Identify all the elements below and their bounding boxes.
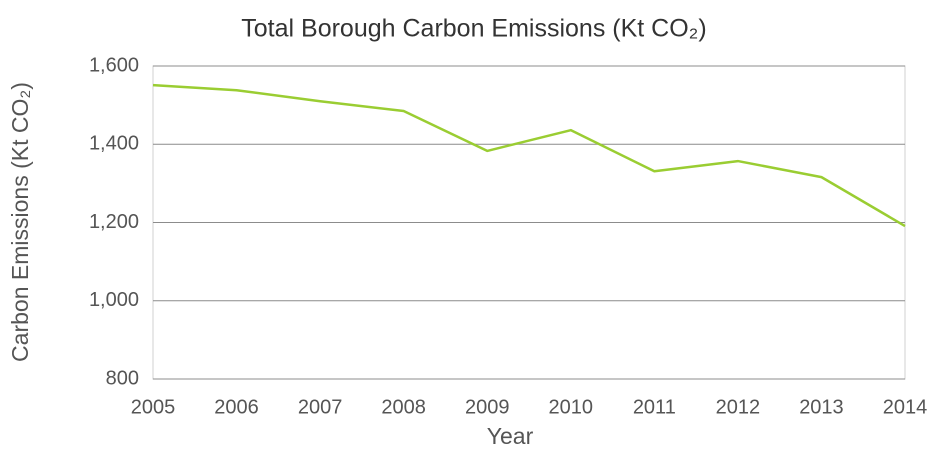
chart-title: Total Borough Carbon Emissions (Kt CO₂) (241, 15, 706, 43)
y-tick-label: 1,200 (89, 211, 139, 233)
x-tick-label: 2005 (131, 396, 176, 418)
x-tick-label: 2010 (549, 396, 594, 418)
line-series (152, 83, 906, 228)
y-tick-label: 1,400 (89, 133, 139, 155)
x-tick-label: 2007 (298, 396, 343, 418)
y-tick-label: 1,600 (89, 54, 139, 76)
y-tick-label: 800 (106, 367, 139, 389)
x-tick-label: 2008 (381, 396, 426, 418)
x-tick-label: 2014 (883, 396, 928, 418)
x-axis-label: Year (487, 423, 534, 449)
y-axis-label: Carbon Emissions (Kt CO₂) (7, 82, 33, 362)
x-tick-label: 2009 (465, 396, 510, 418)
x-tick-label: 2013 (799, 396, 844, 418)
y-tick-label: 1,000 (89, 289, 139, 311)
x-tick-label: 2012 (716, 396, 761, 418)
x-tick-label: 2006 (214, 396, 259, 418)
x-tick-label: 2011 (633, 396, 676, 418)
